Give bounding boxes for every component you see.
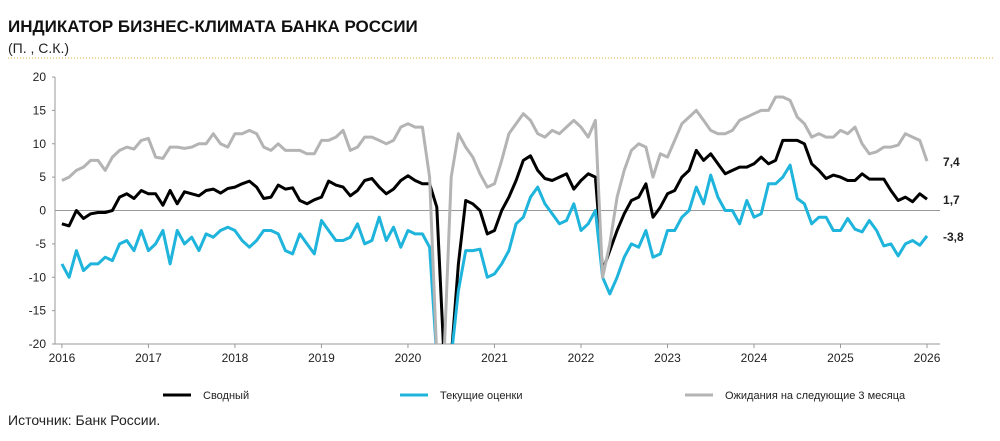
y-tick-label: -20 — [29, 337, 47, 351]
source-note: Источник: Банк России. — [8, 412, 160, 428]
y-tick-label: -10 — [29, 270, 47, 284]
x-tick-label: 2020 — [395, 351, 422, 365]
x-tick-label: 2019 — [308, 351, 335, 365]
series-line — [60, 163, 929, 344]
x-tick-label: 2026 — [914, 351, 941, 365]
y-tick-label: 15 — [33, 103, 47, 117]
chart-title: ИНДИКАТОР БИЗНЕС-КЛИМАТА БАНКА РОССИИ — [8, 17, 418, 36]
y-tick-label: -15 — [29, 304, 47, 318]
chart-subtitle: (П. , С.К.) — [8, 40, 69, 56]
x-tick-label: 2021 — [481, 351, 508, 365]
series-line — [61, 138, 928, 344]
legend-label: Ожидания на следующие 3 месяца — [725, 390, 906, 402]
legend-label: Текущие оценки — [440, 390, 522, 402]
x-tick-label: 2017 — [135, 351, 162, 365]
plot-area — [60, 95, 929, 344]
x-tick-label: 2016 — [49, 351, 76, 365]
x-tick-label: 2018 — [222, 351, 249, 365]
x-tick-label: 2023 — [654, 351, 681, 365]
series-line — [61, 95, 929, 344]
end-label: 1,7 — [943, 193, 960, 207]
y-tick-label: 5 — [39, 170, 46, 184]
x-tick-label: 2022 — [568, 351, 595, 365]
y-tick-label: 20 — [33, 70, 47, 84]
legend-label: Сводный — [203, 390, 249, 402]
y-tick-label: 10 — [33, 137, 47, 151]
x-tick-label: 2025 — [827, 351, 854, 365]
end-label: 7,4 — [943, 155, 960, 169]
y-tick-label: 0 — [39, 204, 46, 218]
x-tick-label: 2024 — [741, 351, 768, 365]
y-tick-label: -5 — [35, 237, 46, 251]
end-label: -3,8 — [943, 230, 964, 244]
